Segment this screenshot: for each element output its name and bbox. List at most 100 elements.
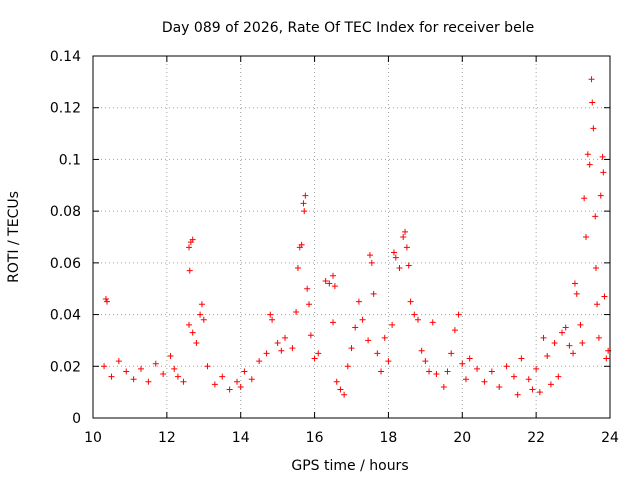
data-point — [571, 280, 578, 287]
data-point — [601, 293, 608, 300]
data-point — [370, 290, 377, 297]
data-point — [551, 340, 558, 347]
data-point — [198, 301, 205, 308]
x-tick-label: 10 — [84, 430, 102, 446]
y-tick-label: 0.08 — [50, 204, 81, 220]
data-point — [536, 389, 543, 396]
data-point — [186, 244, 193, 251]
data-point — [204, 363, 211, 370]
data-point — [237, 383, 244, 390]
data-point — [294, 265, 301, 272]
data-point — [365, 337, 372, 344]
data-point — [326, 280, 333, 287]
data-point — [302, 192, 309, 199]
data-point — [451, 327, 458, 334]
data-point — [241, 368, 248, 375]
data-point — [503, 363, 510, 370]
data-point — [269, 316, 276, 323]
data-point — [189, 236, 196, 243]
data-point — [189, 329, 196, 336]
data-point — [510, 373, 517, 380]
y-axis-ticks: 0 0.02 0.04 0.06 0.08 0.1 0.12 0.14 — [50, 49, 610, 427]
data-point — [597, 192, 604, 199]
data-point — [407, 298, 414, 305]
data-point — [104, 298, 111, 305]
x-tick-label: 22 — [527, 430, 545, 446]
data-point — [330, 272, 337, 279]
data-point — [603, 355, 610, 362]
data-point — [544, 352, 551, 359]
grid — [93, 56, 610, 418]
data-point — [282, 334, 289, 341]
data-point — [186, 321, 193, 328]
data-point — [171, 365, 178, 372]
data-point — [555, 373, 562, 380]
data-point — [518, 355, 525, 362]
data-point — [588, 76, 595, 83]
data-point — [429, 319, 436, 326]
data-point — [466, 355, 473, 362]
data-point — [197, 311, 204, 318]
data-point — [525, 376, 532, 383]
data-point — [219, 373, 226, 380]
data-point — [592, 213, 599, 220]
data-point — [592, 265, 599, 272]
data-point — [130, 376, 137, 383]
data-point — [594, 301, 601, 308]
x-axis-ticks: 10 12 14 16 18 20 22 24 — [84, 56, 619, 446]
data-point — [570, 350, 577, 357]
data-point — [352, 324, 359, 331]
data-point — [298, 241, 305, 248]
x-tick-label: 20 — [453, 430, 471, 446]
data-point — [422, 358, 429, 365]
data-point — [344, 363, 351, 370]
data-point — [392, 254, 399, 261]
data-point — [341, 391, 348, 398]
data-point — [573, 290, 580, 297]
data-point — [562, 324, 569, 331]
data-point — [180, 378, 187, 385]
x-tick-label: 12 — [158, 430, 176, 446]
data-point — [414, 316, 421, 323]
data-point — [396, 265, 403, 272]
data-point — [366, 252, 373, 259]
data-point — [582, 234, 589, 240]
data-point — [306, 301, 313, 308]
data-point — [444, 368, 451, 375]
y-tick-label: 0.04 — [50, 308, 81, 324]
data-point — [167, 352, 174, 359]
y-tick-label: 0.1 — [59, 152, 81, 168]
data-point — [211, 381, 218, 388]
data-point — [385, 358, 392, 365]
x-tick-label: 16 — [306, 430, 324, 446]
data-point — [481, 378, 488, 385]
data-point — [390, 249, 397, 256]
y-tick-label: 0.06 — [50, 256, 81, 272]
data-point — [115, 358, 122, 365]
data-point — [200, 316, 207, 323]
data-point — [426, 368, 433, 375]
data-point — [152, 360, 159, 367]
data-point — [337, 386, 344, 393]
data-point — [577, 321, 584, 328]
data-point — [496, 383, 503, 390]
data-point — [459, 360, 466, 367]
data-point — [595, 334, 602, 341]
data-point — [462, 376, 469, 383]
data-point — [348, 345, 355, 352]
data-point — [474, 365, 481, 372]
data-point — [138, 365, 145, 372]
x-axis-label: GPS time / hours — [291, 458, 408, 474]
data-point — [278, 347, 285, 354]
data-point — [331, 283, 338, 290]
data-point — [108, 373, 115, 380]
data-point — [389, 321, 396, 328]
data-point — [381, 334, 388, 341]
data-point — [600, 169, 607, 176]
data-point — [368, 259, 375, 266]
data-point — [566, 342, 573, 349]
plot-frame — [92, 55, 611, 419]
data-point — [267, 311, 274, 318]
data-point — [547, 381, 554, 388]
data-point — [418, 347, 425, 354]
